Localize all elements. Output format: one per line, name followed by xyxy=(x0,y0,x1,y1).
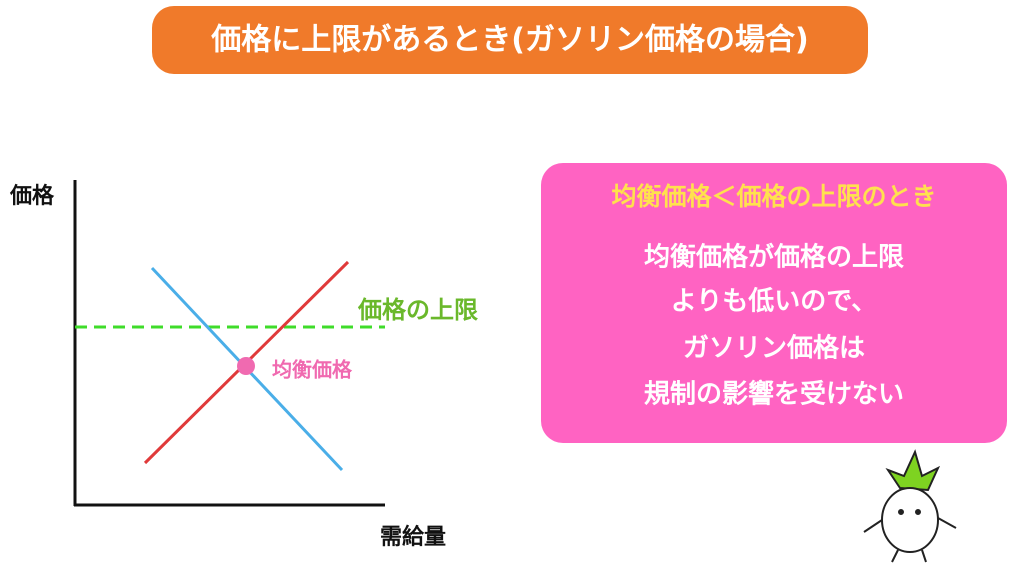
title: 価格に上限があるとき(ガソリン価格の場合) xyxy=(210,23,808,58)
callout-line: 規制の影響を受けない xyxy=(644,379,904,410)
callout-box xyxy=(541,163,1007,443)
equilibrium-point xyxy=(237,357,255,375)
callout-heading: 均衡価格＜価格の上限のとき xyxy=(611,182,936,211)
ceiling-label: 価格の上限 xyxy=(357,296,478,324)
y-axis-label: 価格 xyxy=(9,183,55,209)
mascot xyxy=(863,449,957,563)
callout-line: ガソリン価格は xyxy=(683,333,865,364)
title-banner xyxy=(152,6,868,74)
callout-line: よりも低いので、 xyxy=(671,287,877,317)
x-axis-label: 需給量 xyxy=(380,524,446,550)
equilibrium-label: 均衡価格 xyxy=(272,358,353,382)
callout-line: 均衡価格が価格の上限 xyxy=(644,242,904,273)
